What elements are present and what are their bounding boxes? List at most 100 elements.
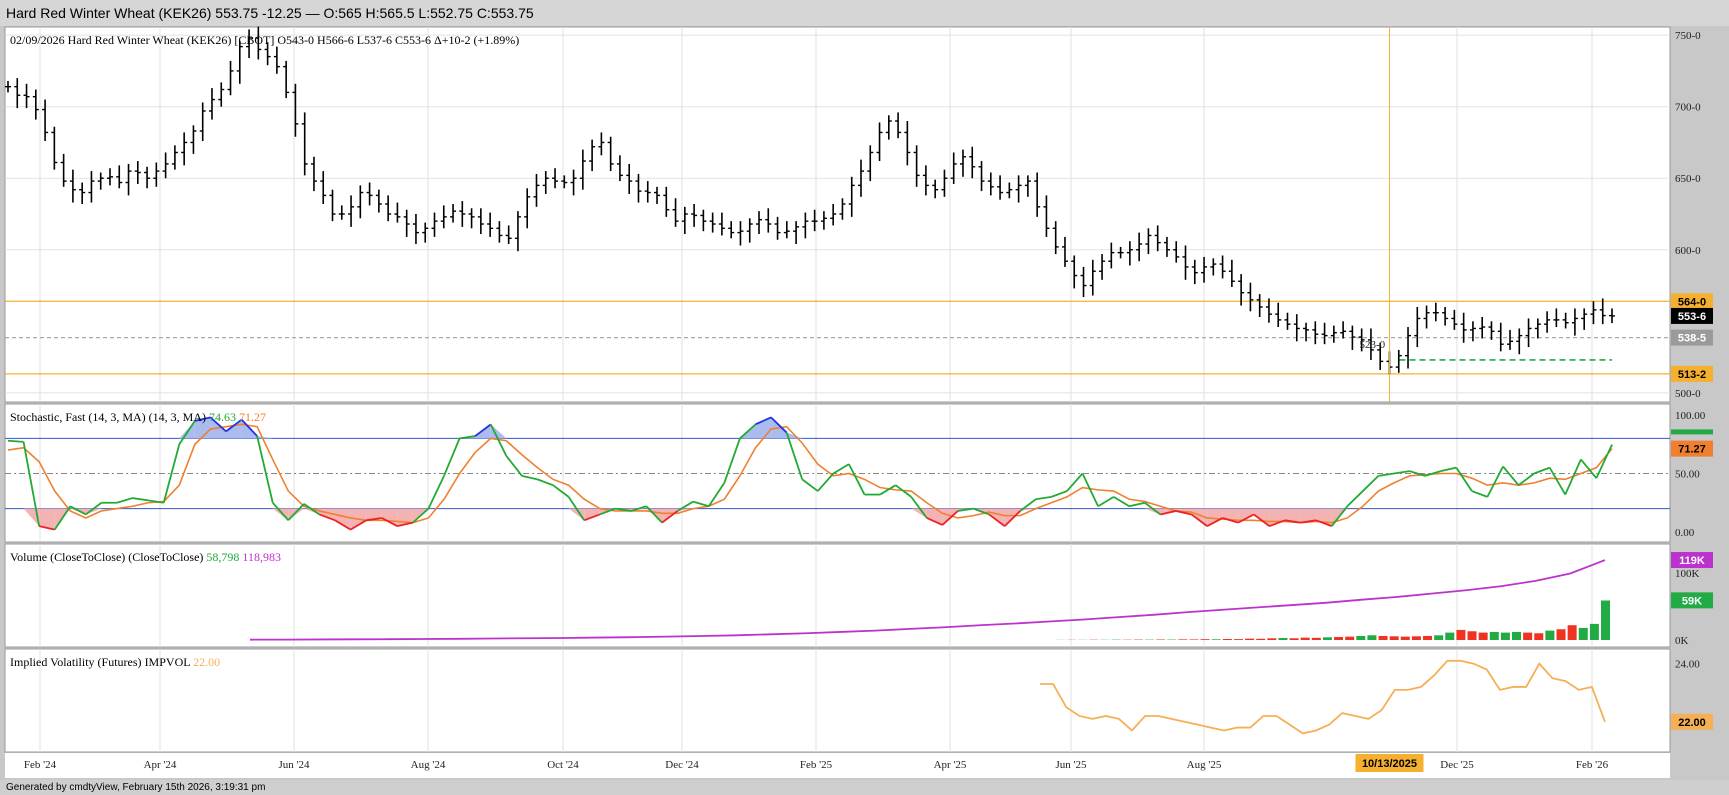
stoch-k-segment bbox=[910, 496, 928, 519]
volume-bar bbox=[1456, 629, 1466, 640]
stoch-k-segment bbox=[1066, 472, 1084, 492]
volume-params: (CloseToClose) bbox=[128, 550, 203, 564]
oversold-shade bbox=[23, 508, 40, 527]
stoch-k-segment bbox=[1424, 470, 1441, 477]
stoch-k-segment bbox=[334, 519, 352, 531]
oversold-shade bbox=[1020, 508, 1036, 511]
volume-bar bbox=[1311, 637, 1321, 640]
stoch-k-segment bbox=[755, 416, 772, 426]
stoch-k-segment bbox=[287, 503, 305, 521]
window-title: Hard Red Winter Wheat (KEK26) 553.75 -12… bbox=[0, 0, 1729, 26]
volume-bar bbox=[1389, 636, 1399, 640]
oversold-shade bbox=[272, 508, 289, 521]
x-tick-label: Dec '25 bbox=[1440, 759, 1474, 771]
header-high: H566-6 bbox=[317, 33, 354, 47]
overbought-shade bbox=[179, 420, 195, 439]
stoch-k-segment bbox=[1362, 475, 1380, 492]
header-open: O543-0 bbox=[277, 33, 314, 47]
stoch-k-segment bbox=[630, 505, 647, 512]
x-tick-label: Apr '25 bbox=[934, 759, 967, 771]
impvol-line: 22.00 bbox=[1040, 659, 1713, 735]
header-name: Hard Red Winter Wheat (KEK26) [CBOT] bbox=[68, 33, 275, 47]
stoch-k-segment bbox=[85, 502, 102, 516]
stoch-k-segment bbox=[1315, 519, 1333, 527]
stoch-k-segment bbox=[1222, 517, 1239, 524]
x-tick-label: Aug '24 bbox=[411, 759, 446, 771]
stoch-k-segment bbox=[22, 441, 41, 527]
oversold-shade bbox=[335, 508, 351, 530]
volume-ma-value: 118,983 bbox=[242, 550, 281, 564]
y-tick-label: 500-0 bbox=[1675, 388, 1701, 400]
price-tag-label: 538-5 bbox=[1678, 333, 1706, 345]
header-low: L537-6 bbox=[357, 33, 392, 47]
stoch-k-segment bbox=[1175, 510, 1192, 516]
stoch-k-segment bbox=[1471, 490, 1488, 498]
impvol-tag bbox=[1671, 713, 1713, 730]
cursor-date-tag bbox=[1355, 754, 1424, 772]
volume-bar bbox=[1322, 637, 1332, 640]
volume-value: 58,798 bbox=[206, 550, 239, 564]
oversold-shade bbox=[911, 508, 927, 518]
volume-bar bbox=[1278, 637, 1288, 640]
volume-bar bbox=[1222, 638, 1232, 640]
stoch-k-segment bbox=[1378, 472, 1395, 477]
volume-bar bbox=[1545, 630, 1555, 640]
volume-bar bbox=[1378, 635, 1388, 640]
volume-bar bbox=[1367, 635, 1377, 640]
volume-bar bbox=[1411, 636, 1421, 640]
axes: Feb '24 Apr '24 Jun '24 Aug '24 Oct '24 Dec '… bbox=[24, 30, 1706, 772]
price-bars: 523-0 564-0 553-6 538-5 513-2 bbox=[5, 26, 1713, 402]
stoch-k-segment bbox=[474, 423, 492, 437]
stoch-k-segment bbox=[1502, 465, 1520, 486]
volume-bar bbox=[1178, 639, 1188, 640]
x-tick-label: Feb '25 bbox=[800, 759, 833, 771]
volume-bar bbox=[1489, 631, 1499, 640]
volume-ma-line bbox=[249, 559, 1606, 641]
stoch-k-segment bbox=[1004, 510, 1021, 527]
stoch-k-segment bbox=[1409, 470, 1426, 477]
stoch-k-segment bbox=[1190, 513, 1208, 527]
y-tick-label: 600-0 bbox=[1675, 245, 1701, 257]
stoch-k-segment bbox=[7, 439, 24, 443]
volume-panel bbox=[4, 543, 1671, 648]
stoch-k-segment bbox=[1129, 501, 1146, 508]
price-tag-label: 553-6 bbox=[1678, 311, 1706, 323]
stoch-d-line bbox=[7, 423, 1613, 524]
stoch-k-segment bbox=[366, 517, 382, 522]
stoch-k-segment bbox=[1595, 444, 1613, 479]
stoch-k-segment bbox=[615, 507, 632, 512]
stoch-k-segment bbox=[1097, 496, 1115, 508]
price-tag bbox=[1671, 293, 1713, 310]
stoch-k-segment bbox=[708, 482, 726, 507]
stoch-d-tag bbox=[1671, 440, 1713, 457]
stoch-k-segment bbox=[162, 444, 181, 503]
stoch-k-segment bbox=[832, 463, 850, 475]
stoch-k-segment bbox=[397, 521, 414, 528]
volume-bar bbox=[1189, 639, 1199, 640]
price-tag bbox=[1671, 329, 1713, 346]
volume-title: Volume (CloseToClose) bbox=[10, 550, 125, 564]
volume-bar bbox=[1256, 638, 1266, 640]
stoch-k-segment bbox=[521, 474, 538, 481]
footer-generated: Generated by cmdtyView, February 15th 20… bbox=[0, 780, 1729, 795]
stoch-k-segment bbox=[1051, 490, 1068, 498]
x-tick-label: Apr '24 bbox=[144, 759, 177, 771]
x-tick-label: Feb '26 bbox=[1576, 759, 1609, 771]
volume-tag bbox=[1671, 552, 1713, 569]
impvol-header: Implied Volatility (Futures) IMPVOL 22.0… bbox=[10, 655, 220, 669]
stochastic-d-value: 71.27 bbox=[239, 410, 266, 424]
oversold-shade bbox=[1207, 508, 1223, 527]
volume-bar bbox=[1356, 635, 1366, 640]
volume-bar bbox=[1289, 638, 1299, 640]
stoch-k-segment bbox=[957, 507, 974, 512]
stoch-k-segment bbox=[599, 507, 616, 516]
stoch-k-segment bbox=[645, 505, 663, 524]
stoch-k-segment bbox=[38, 525, 55, 531]
volume-bar bbox=[1512, 631, 1522, 640]
x-tick-label: Jun '24 bbox=[278, 759, 310, 771]
stoch-k-segment bbox=[1113, 496, 1130, 508]
stoch-k-segment bbox=[132, 497, 149, 502]
stoch-k-segment bbox=[583, 513, 601, 522]
